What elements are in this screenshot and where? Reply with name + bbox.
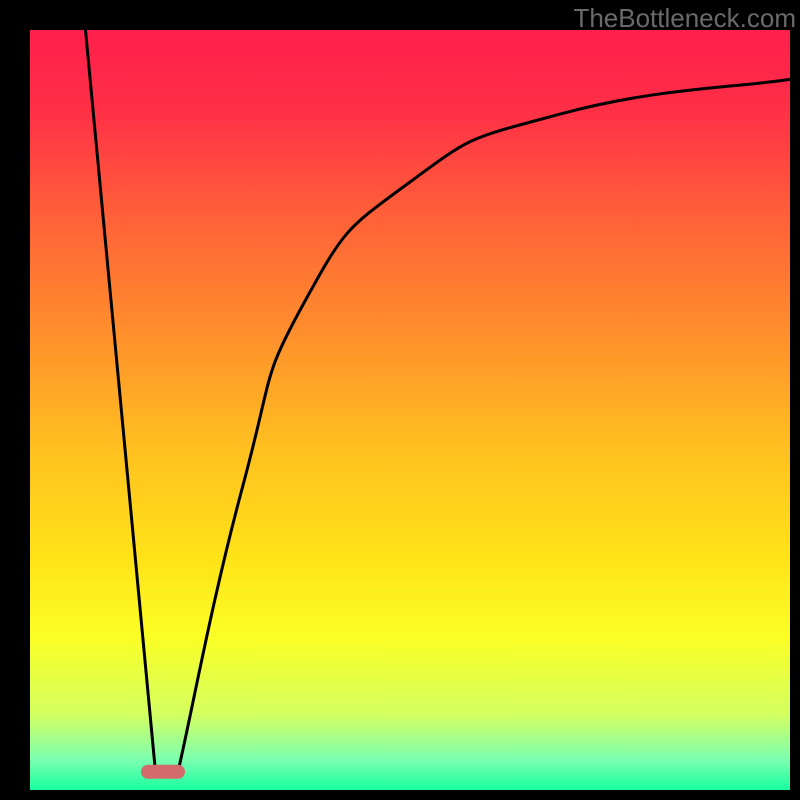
bottleneck-chart: TheBottleneck.com	[0, 0, 800, 800]
gradient-plot-area	[30, 30, 790, 790]
chart-svg	[0, 0, 800, 800]
optimal-marker	[141, 765, 185, 779]
watermark-text: TheBottleneck.com	[573, 3, 796, 34]
